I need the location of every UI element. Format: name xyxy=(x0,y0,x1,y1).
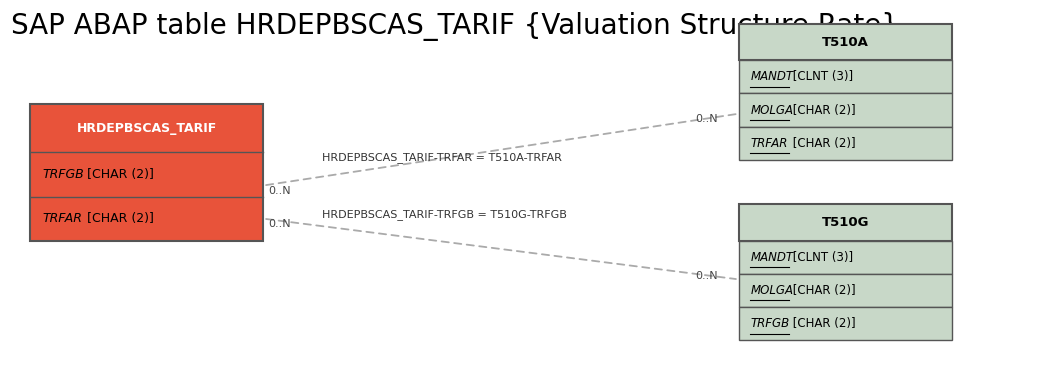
Text: TRFGB: TRFGB xyxy=(751,317,790,330)
FancyBboxPatch shape xyxy=(739,127,952,160)
FancyBboxPatch shape xyxy=(739,24,952,60)
Text: TRFGB: TRFGB xyxy=(42,168,84,181)
Text: 0..N: 0..N xyxy=(695,114,718,124)
Text: HRDEPBSCAS_TARIF-TRFAR = T510A-TRFAR: HRDEPBSCAS_TARIF-TRFAR = T510A-TRFAR xyxy=(321,152,561,163)
Text: [CHAR (2)]: [CHAR (2)] xyxy=(789,137,856,150)
Text: 0..N: 0..N xyxy=(695,271,718,281)
Text: [CLNT (3)]: [CLNT (3)] xyxy=(789,251,853,264)
Text: [CHAR (2)]: [CHAR (2)] xyxy=(789,284,856,297)
Text: [CHAR (2)]: [CHAR (2)] xyxy=(789,104,856,116)
Text: 0..N: 0..N xyxy=(269,186,291,196)
FancyBboxPatch shape xyxy=(739,241,952,274)
Text: HRDEPBSCAS_TARIF-TRFGB = T510G-TRFGB: HRDEPBSCAS_TARIF-TRFGB = T510G-TRFGB xyxy=(321,210,567,220)
Text: [CHAR (2)]: [CHAR (2)] xyxy=(83,212,154,225)
Text: MOLGA: MOLGA xyxy=(751,104,793,116)
Text: [CHAR (2)]: [CHAR (2)] xyxy=(789,317,856,330)
FancyBboxPatch shape xyxy=(739,274,952,307)
Text: T510A: T510A xyxy=(822,36,869,49)
FancyBboxPatch shape xyxy=(739,307,952,340)
FancyBboxPatch shape xyxy=(739,60,952,93)
Text: MANDT: MANDT xyxy=(751,70,793,83)
Text: HRDEPBSCAS_TARIF: HRDEPBSCAS_TARIF xyxy=(77,122,217,135)
FancyBboxPatch shape xyxy=(31,104,263,241)
Text: [CLNT (3)]: [CLNT (3)] xyxy=(789,70,853,83)
FancyBboxPatch shape xyxy=(739,204,952,241)
Text: MANDT: MANDT xyxy=(751,251,793,264)
Text: 0..N: 0..N xyxy=(269,219,291,229)
Text: [CHAR (2)]: [CHAR (2)] xyxy=(83,168,154,181)
Text: TRFAR: TRFAR xyxy=(751,137,788,150)
FancyBboxPatch shape xyxy=(739,93,952,127)
Text: TRFAR: TRFAR xyxy=(42,212,82,225)
Text: SAP ABAP table HRDEPBSCAS_TARIF {Valuation Structure Rate}: SAP ABAP table HRDEPBSCAS_TARIF {Valuati… xyxy=(12,13,899,42)
Text: MOLGA: MOLGA xyxy=(751,284,793,297)
Text: T510G: T510G xyxy=(821,216,869,229)
